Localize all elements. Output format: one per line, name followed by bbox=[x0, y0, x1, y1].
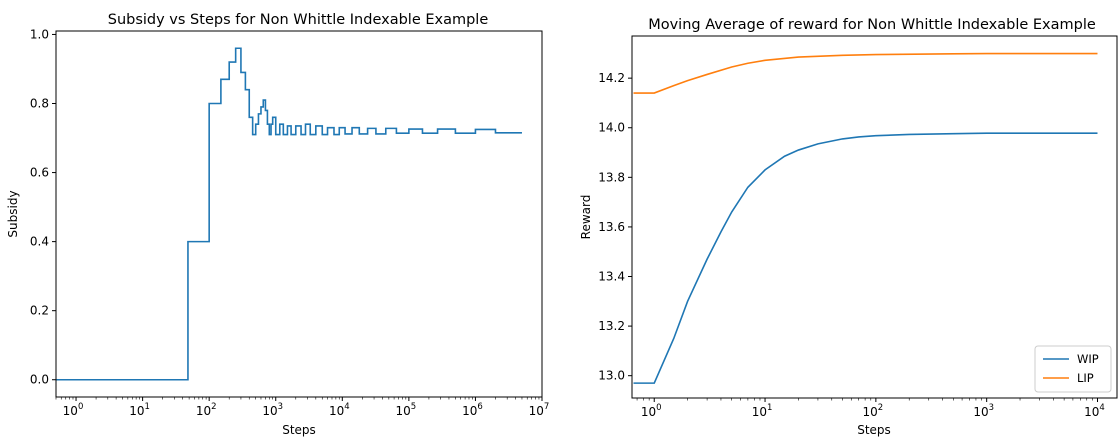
x-axis-label: Steps bbox=[857, 423, 891, 437]
x-tick-label: 103 bbox=[262, 402, 283, 418]
x-tick-label: 102 bbox=[196, 402, 217, 418]
y-tick-label: 13.6 bbox=[598, 220, 625, 234]
legend-label: WIP bbox=[1077, 352, 1099, 366]
y-tick-label: 14.2 bbox=[598, 71, 625, 85]
x-tick-label: 101 bbox=[129, 402, 150, 418]
legend-box bbox=[1034, 345, 1112, 393]
x-tick-label: 107 bbox=[529, 402, 550, 418]
axes-frame bbox=[631, 35, 1118, 399]
x-tick-label: 106 bbox=[462, 402, 483, 418]
y-tick-label: 13.0 bbox=[598, 369, 625, 383]
x-tick-label: 101 bbox=[752, 403, 773, 419]
series-line-lip bbox=[633, 52, 1098, 94]
y-tick-label: 0.4 bbox=[30, 235, 49, 249]
chart-title: Subsidy vs Steps for Non Whittle Indexab… bbox=[108, 12, 489, 28]
plot-area bbox=[633, 52, 1098, 384]
y-tick-label: 0.8 bbox=[30, 97, 49, 111]
reward-chart: Moving Average of reward for Non Whittle… bbox=[579, 17, 1118, 437]
y-tick-label: 0.2 bbox=[30, 304, 49, 318]
y-tick-label: 13.8 bbox=[598, 170, 625, 184]
legend: WIP LIP bbox=[1034, 345, 1112, 393]
series-line bbox=[56, 47, 522, 381]
series-line-wip bbox=[633, 132, 1098, 384]
x-axis: 100 101 102 103 104 bbox=[636, 398, 1105, 419]
x-axis-label: Steps bbox=[282, 423, 316, 437]
y-axis: 0.0 0.2 0.4 0.6 0.8 1.0 bbox=[30, 27, 56, 387]
y-tick-label: 13.4 bbox=[598, 270, 625, 284]
legend-label: LIP bbox=[1077, 371, 1094, 385]
x-tick-label: 104 bbox=[1084, 403, 1105, 419]
plot-area bbox=[56, 47, 522, 381]
y-tick-label: 1.0 bbox=[30, 27, 49, 41]
x-tick-label: 105 bbox=[396, 402, 417, 418]
chart-title: Moving Average of reward for Non Whittle… bbox=[648, 17, 1096, 33]
x-tick-label: 100 bbox=[641, 403, 662, 419]
x-tick-label: 103 bbox=[973, 403, 994, 419]
y-axis-label: Subsidy bbox=[6, 190, 20, 237]
y-tick-label: 0.0 bbox=[30, 373, 49, 387]
y-tick-label: 13.2 bbox=[598, 319, 625, 333]
x-tick-label: 104 bbox=[329, 402, 350, 418]
x-axis: 100 101 102 103 104 105 106 107 bbox=[55, 397, 550, 418]
y-tick-label: 0.6 bbox=[30, 166, 49, 180]
x-tick-label: 100 bbox=[63, 402, 84, 418]
y-axis-label: Reward bbox=[579, 195, 593, 240]
y-tick-label: 14.0 bbox=[598, 121, 625, 135]
axes-frame bbox=[55, 30, 543, 398]
y-axis: 13.0 13.2 13.4 13.6 13.8 14.0 14.2 bbox=[598, 71, 632, 383]
x-tick-label: 102 bbox=[863, 403, 884, 419]
subsidy-chart: Subsidy vs Steps for Non Whittle Indexab… bbox=[6, 12, 549, 437]
